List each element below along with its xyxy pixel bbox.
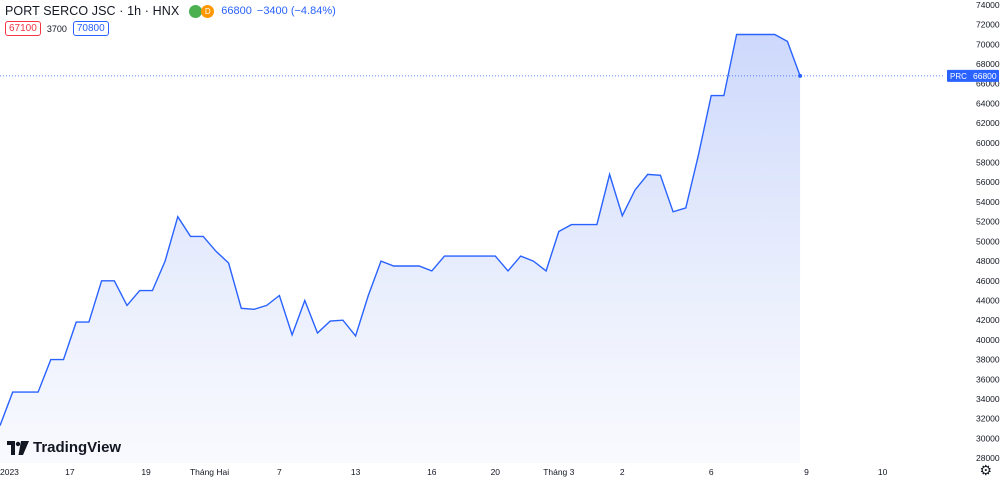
market-status[interactable]: D (189, 4, 215, 18)
x-tick-label: 2023 (0, 467, 19, 477)
tradingview-logo-text: TradingView (33, 439, 122, 456)
price-tag-label: PRC (950, 72, 967, 81)
y-tick-label: 56000 (976, 177, 1000, 187)
x-tick-label: 9 (804, 467, 809, 477)
y-tick-label: 58000 (976, 158, 1000, 168)
price-line (0, 33, 801, 426)
y-tick-label: 46000 (976, 276, 1000, 286)
tradingview-logo-icon (7, 440, 29, 455)
y-tick-label: 36000 (976, 374, 1000, 384)
y-tick-label: 52000 (976, 217, 1000, 227)
time-axis[interactable]: 2023 17 19 Tháng Hai 7 13 16 20 Tháng 3 2 6 9 10 (0, 467, 888, 477)
y-tick-label: 34000 (976, 394, 1000, 404)
y-tick-label: 64000 (976, 98, 1000, 108)
x-tick-label: 13 (351, 467, 361, 477)
orange-d-icon[interactable]: D (201, 4, 215, 18)
x-tick-label: 7 (277, 467, 282, 477)
x-tick-label: 10 (878, 467, 888, 477)
y-tick-label: 74000 (976, 0, 1000, 10)
x-tick-label: 17 (65, 467, 75, 477)
y-tick-label: 68000 (976, 59, 1000, 69)
chart-header: PORT SERCO JSC · 1h · HNX D 66800 −3400 … (5, 4, 336, 18)
x-tick-label: 20 (491, 467, 501, 477)
x-tick-label: Tháng 3 (543, 467, 574, 477)
price-area-fill (0, 34, 801, 463)
last-price: 66800 (221, 5, 252, 17)
y-tick-label: 60000 (976, 138, 1000, 148)
y-tick-label: 38000 (976, 355, 1000, 365)
spread-value: 3700 (46, 23, 67, 34)
symbol-title[interactable]: PORT SERCO JSC · 1h · HNX (5, 4, 180, 18)
price-change: −3400 (−4.84%) (256, 5, 336, 17)
high-value-box[interactable]: 70800 (72, 21, 109, 36)
y-tick-label: 42000 (976, 315, 1000, 325)
y-tick-label: 28000 (976, 453, 1000, 463)
x-tick-label: 19 (141, 467, 151, 477)
x-tick-label: Tháng Hai (190, 467, 229, 477)
y-tick-label: 62000 (976, 118, 1000, 128)
low-value-box[interactable]: 67100 (5, 21, 41, 36)
y-tick-label: 30000 (976, 433, 1000, 443)
price-tag: PRC 66800 (947, 69, 999, 82)
last-price-dot (798, 73, 803, 78)
x-tick-label: 2 (620, 467, 625, 477)
y-tick-label: 32000 (976, 414, 1000, 424)
y-tick-label: 66000 (976, 79, 1000, 89)
price-tag-value: 66800 (973, 71, 997, 81)
x-tick-label: 6 (709, 467, 714, 477)
y-tick-label: 72000 (976, 20, 1000, 30)
gear-icon[interactable]: ⚙ (979, 462, 992, 478)
ohlc-row: 67100 3700 70800 (5, 21, 109, 36)
x-tick-label: 16 (427, 467, 437, 477)
green-dot-icon[interactable] (189, 4, 203, 18)
tradingview-logo[interactable]: TradingView (7, 439, 121, 456)
y-tick-label: 54000 (976, 197, 1000, 207)
y-tick-label: 40000 (976, 335, 1000, 345)
y-tick-label: 70000 (976, 39, 1000, 49)
y-tick-label: 44000 (976, 295, 1000, 305)
y-tick-label: 48000 (976, 256, 1000, 266)
price-axis[interactable]: 28000 30000 32000 34000 36000 38000 40000 42000… (976, 0, 1000, 463)
y-tick-label: 50000 (976, 236, 1000, 246)
orange-dot-letter: D (204, 6, 211, 16)
